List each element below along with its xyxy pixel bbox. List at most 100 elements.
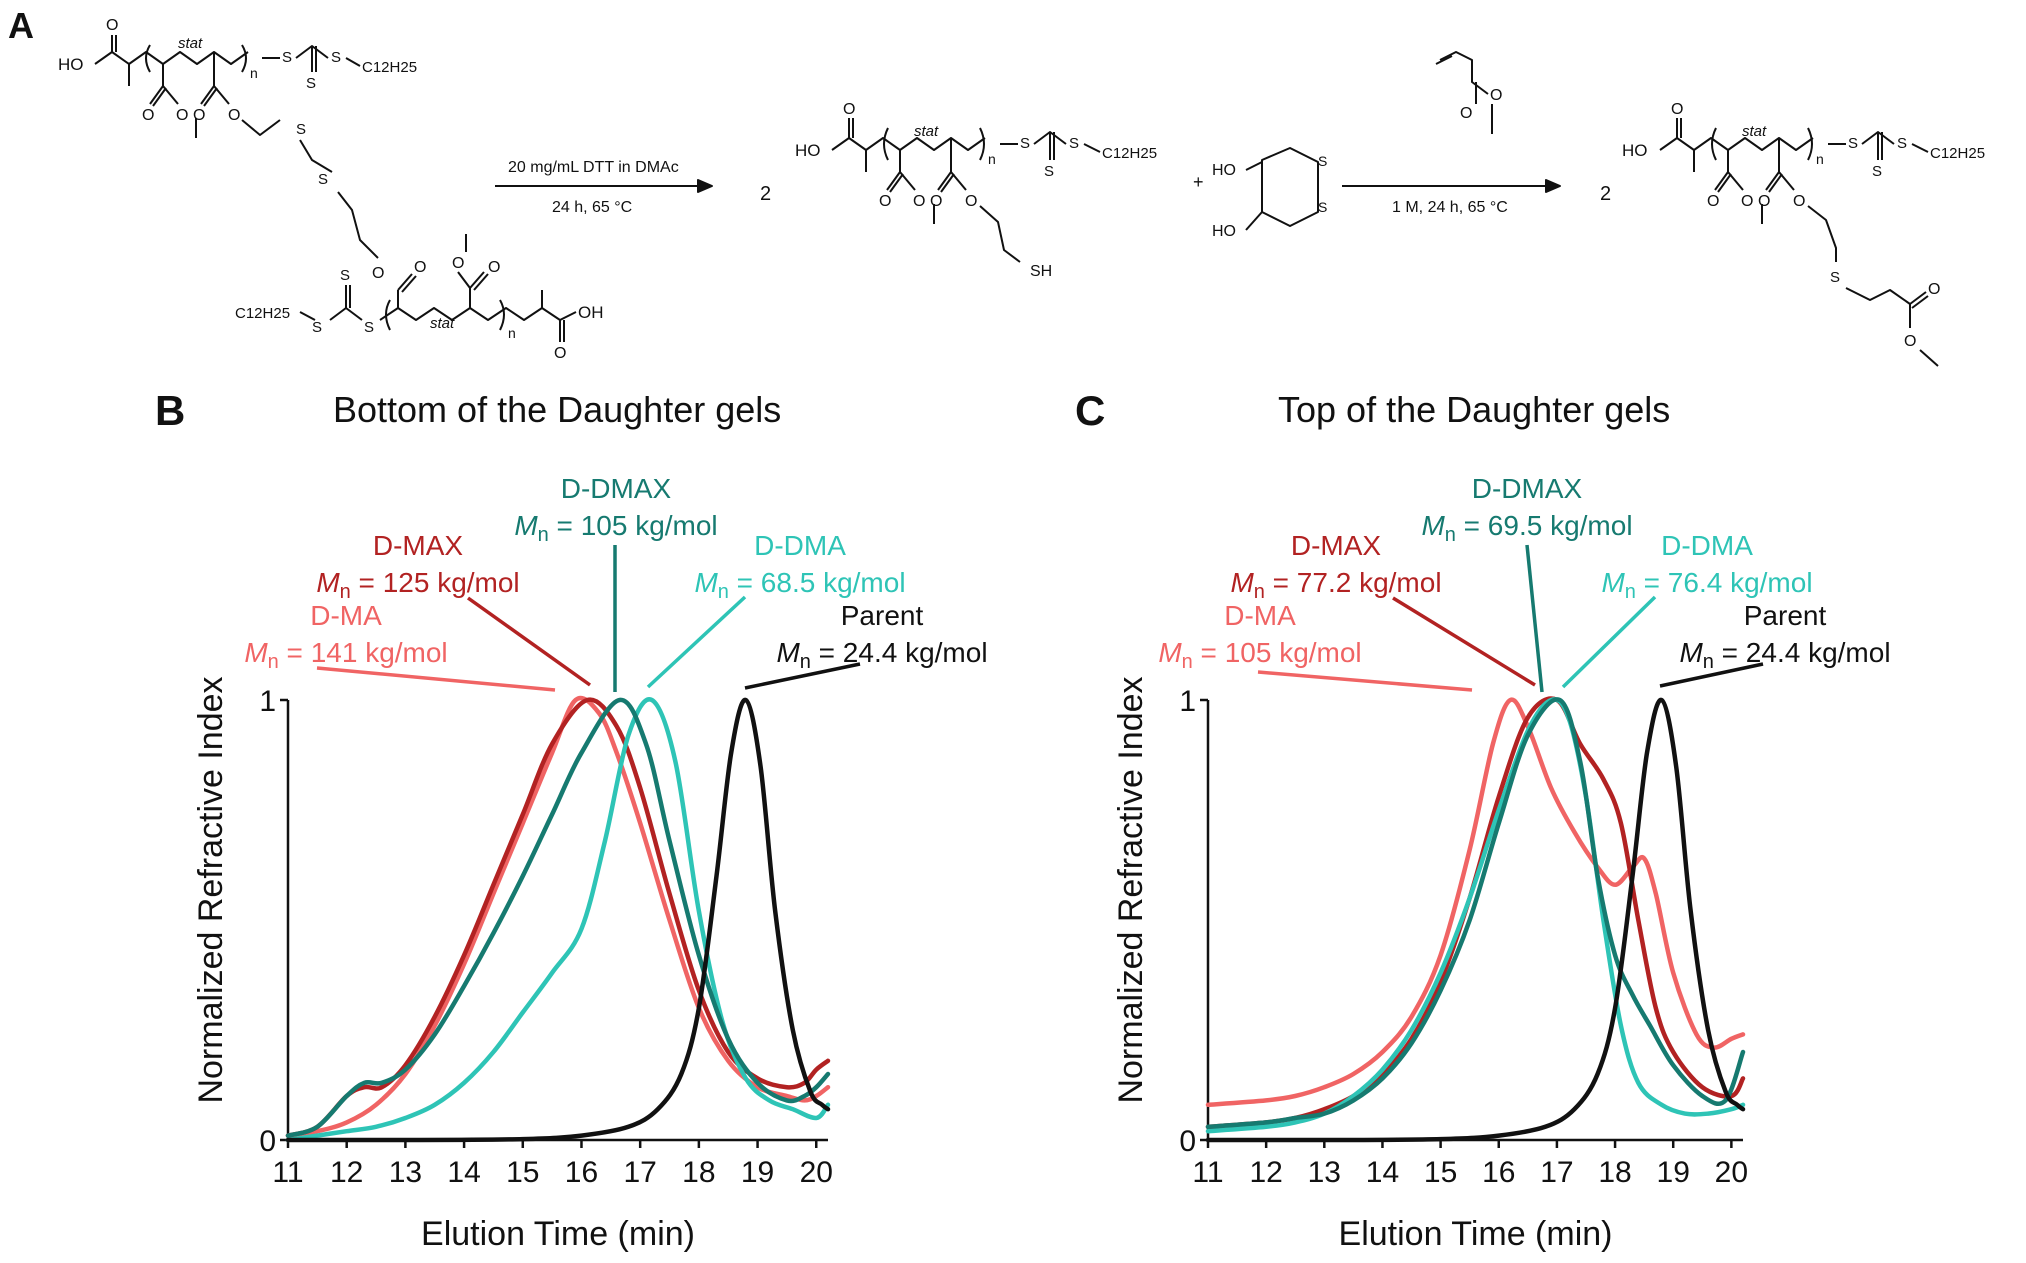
leader-line-d-ma bbox=[316, 666, 556, 692]
svg-text:O: O bbox=[1707, 193, 1719, 210]
x-tick-label: 17 bbox=[623, 1156, 656, 1189]
series-label-mn: Mn = 24.4 kg/mol bbox=[776, 637, 987, 673]
panel-c-letter: C bbox=[1075, 387, 1105, 434]
structure-disulfide-dimer: HO O stat n O O O O S S O bbox=[58, 17, 604, 362]
svg-text:O: O bbox=[913, 193, 925, 210]
svg-text:n: n bbox=[988, 151, 996, 167]
svg-text:stat: stat bbox=[430, 315, 455, 332]
chart-panel-b: B Bottom of the Daughter gels 11 12 13 14 15… bbox=[155, 387, 988, 1253]
series-line-d-dmax bbox=[285, 697, 831, 1138]
svg-text:C12H25: C12H25 bbox=[1930, 145, 1985, 162]
reaction-arrow-1: 20 mg/mL DTT in DMAc 24 h, 65 °C bbox=[495, 159, 713, 216]
svg-text:O: O bbox=[1741, 193, 1753, 210]
svg-text:O: O bbox=[488, 259, 500, 276]
x-tick-label: 19 bbox=[741, 1156, 774, 1189]
reagent-label: 20 mg/mL DTT in DMAc bbox=[508, 159, 679, 176]
series-line-d-max bbox=[285, 697, 831, 1138]
svg-text:n: n bbox=[1816, 151, 1824, 167]
panel-c-title: Top of the Daughter gels bbox=[1278, 389, 1670, 430]
svg-text:C12H25: C12H25 bbox=[235, 305, 290, 322]
leader-line-parent bbox=[744, 662, 861, 690]
series-label-mn: Mn = 141 kg/mol bbox=[244, 637, 447, 673]
svg-text:O: O bbox=[1793, 193, 1805, 210]
svg-text:S: S bbox=[1848, 135, 1858, 152]
x-tick-label: 12 bbox=[330, 1156, 363, 1189]
x-tick-label: 19 bbox=[1657, 1156, 1690, 1189]
svg-text:O: O bbox=[843, 101, 855, 118]
x-tick-label: 20 bbox=[1715, 1156, 1748, 1189]
x-tick-label: 12 bbox=[1249, 1156, 1282, 1189]
leader-line-d-dma bbox=[646, 595, 747, 689]
reaction-arrow-2: O O 1 M, 24 h, 65 °C bbox=[1342, 51, 1561, 216]
series-label-mn: Mn = 105 kg/mol bbox=[1158, 637, 1361, 673]
svg-text:O: O bbox=[193, 107, 205, 124]
x-tick-label: 16 bbox=[1482, 1156, 1515, 1189]
series-label-name: D-DMA bbox=[1661, 530, 1753, 561]
series-label-mn: Mn = 76.4 kg/mol bbox=[1601, 567, 1812, 603]
series-line-parent bbox=[285, 697, 831, 1143]
svg-text:O: O bbox=[1904, 333, 1916, 350]
svg-text:S: S bbox=[1318, 153, 1327, 169]
leader-line-d-ma bbox=[1257, 670, 1473, 692]
series-line-d-dmax bbox=[1205, 697, 1746, 1130]
leader-line-parent bbox=[1659, 662, 1764, 688]
series-line-d-ma bbox=[1205, 697, 1746, 1108]
svg-text:O: O bbox=[106, 17, 118, 34]
conditions-label-1: 24 h, 65 °C bbox=[552, 199, 632, 216]
svg-text:stat: stat bbox=[178, 35, 203, 52]
svg-text:S: S bbox=[1897, 135, 1907, 152]
svg-text:stat: stat bbox=[914, 123, 939, 140]
svg-text:stat: stat bbox=[1742, 123, 1767, 140]
svg-text:O: O bbox=[228, 107, 240, 124]
svg-text:S: S bbox=[331, 49, 341, 66]
svg-text:S: S bbox=[296, 121, 306, 138]
svg-text:S: S bbox=[1318, 199, 1327, 215]
svg-text:S: S bbox=[364, 319, 374, 336]
panel-a-letter: A bbox=[8, 5, 34, 46]
coefficient-2: 2 bbox=[1600, 183, 1611, 205]
series-label-name: Parent bbox=[841, 600, 924, 631]
chart-panel-c: C Top of the Daughter gels 11 12 13 14 15 16 1… bbox=[1075, 387, 1891, 1253]
series-label-name: D-MA bbox=[1224, 600, 1296, 631]
x-tick-label: 14 bbox=[1366, 1156, 1399, 1189]
svg-text:O: O bbox=[1671, 101, 1683, 118]
svg-text:O: O bbox=[452, 255, 464, 272]
svg-text:O: O bbox=[1928, 281, 1940, 298]
x-tick-label: 11 bbox=[1192, 1156, 1223, 1189]
reaction-scheme: A HO O stat n O O O O S S bbox=[8, 5, 1985, 367]
structure-thiol-polymer: HO O stat n O O O O SH S S S bbox=[795, 101, 1157, 280]
svg-text:C12H25: C12H25 bbox=[362, 59, 417, 76]
x-tick-label: 17 bbox=[1540, 1156, 1573, 1189]
series-label-name: Parent bbox=[1744, 600, 1827, 631]
svg-text:O: O bbox=[142, 107, 154, 124]
series-label-name: D-MAX bbox=[373, 530, 464, 561]
panel-b-letter: B bbox=[155, 387, 185, 434]
svg-text:n: n bbox=[250, 65, 258, 81]
series-line-d-max bbox=[1205, 696, 1746, 1130]
leader-line-d-max bbox=[466, 596, 592, 687]
svg-text:C12H25: C12H25 bbox=[1102, 145, 1157, 162]
svg-text:O: O bbox=[1758, 193, 1770, 210]
x-tick-label: 18 bbox=[682, 1156, 715, 1189]
series-label-mn: Mn = 24.4 kg/mol bbox=[1679, 637, 1890, 673]
svg-text:O: O bbox=[1460, 105, 1472, 122]
x-tick-label: 15 bbox=[1424, 1156, 1457, 1189]
y-axis-label: Normalized Refractive Index bbox=[192, 676, 230, 1103]
series-line-d-dma bbox=[285, 697, 831, 1143]
series-line-parent bbox=[1205, 697, 1746, 1143]
svg-text:HO: HO bbox=[1212, 162, 1236, 179]
svg-text:O: O bbox=[372, 265, 384, 282]
svg-text:SH: SH bbox=[1030, 263, 1052, 280]
y-tick-label: 1 bbox=[1179, 685, 1196, 718]
x-tick-label: 16 bbox=[565, 1156, 598, 1189]
svg-text:S: S bbox=[318, 171, 328, 188]
x-axis-label: Elution Time (min) bbox=[1339, 1215, 1613, 1253]
svg-text:O: O bbox=[879, 193, 891, 210]
conditions-label-2: 1 M, 24 h, 65 °C bbox=[1392, 199, 1508, 216]
svg-text:n: n bbox=[508, 325, 516, 341]
x-tick-label: 13 bbox=[389, 1156, 422, 1189]
svg-text:S: S bbox=[1020, 135, 1030, 152]
leader-line-d-dmax bbox=[1525, 544, 1544, 693]
y-tick-label: 0 bbox=[259, 1125, 276, 1158]
series-label-mn: Mn = 68.5 kg/mol bbox=[694, 567, 905, 603]
